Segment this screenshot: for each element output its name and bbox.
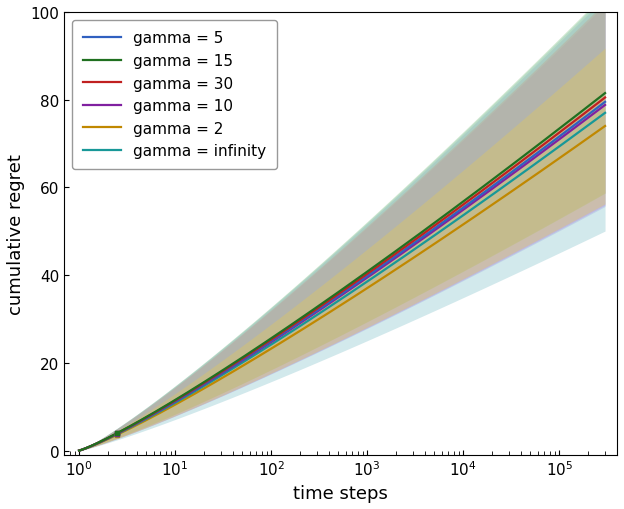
- Line: gamma = 2: gamma = 2: [79, 127, 605, 450]
- gamma = 15: [507, 164, 514, 170]
- gamma = 30: [328, 296, 336, 302]
- gamma = 30: [76, 447, 83, 454]
- gamma = 10: [588, 112, 596, 118]
- gamma = 30: [507, 167, 514, 174]
- gamma = 5: [588, 109, 596, 116]
- gamma = 2: [388, 269, 396, 275]
- gamma = infinity: [325, 304, 333, 310]
- gamma = 5: [507, 171, 514, 177]
- gamma = 10: [602, 103, 609, 109]
- gamma = 5: [602, 100, 609, 106]
- gamma = infinity: [507, 180, 514, 186]
- Line: gamma = infinity: gamma = infinity: [79, 114, 605, 450]
- gamma = infinity: [76, 447, 83, 454]
- gamma = 2: [76, 447, 83, 454]
- gamma = 15: [360, 272, 368, 278]
- gamma = 15: [328, 294, 336, 300]
- Line: gamma = 30: gamma = 30: [79, 98, 605, 450]
- gamma = infinity: [328, 302, 336, 308]
- gamma = 30: [325, 298, 333, 304]
- gamma = 2: [360, 288, 368, 294]
- gamma = 15: [76, 447, 83, 454]
- gamma = 2: [328, 308, 336, 314]
- gamma = infinity: [388, 262, 396, 268]
- gamma = 10: [388, 258, 396, 264]
- gamma = infinity: [588, 120, 596, 126]
- Line: gamma = 5: gamma = 5: [79, 103, 605, 450]
- Line: gamma = 10: gamma = 10: [79, 106, 605, 450]
- gamma = 15: [325, 296, 333, 302]
- gamma = infinity: [360, 281, 368, 288]
- gamma = 10: [76, 447, 83, 454]
- X-axis label: time steps: time steps: [293, 484, 388, 502]
- gamma = 10: [360, 277, 368, 284]
- gamma = 2: [325, 310, 333, 316]
- gamma = 2: [602, 124, 609, 130]
- Y-axis label: cumulative regret: cumulative regret: [7, 154, 25, 314]
- gamma = 10: [328, 299, 336, 305]
- gamma = 5: [325, 300, 333, 306]
- gamma = 5: [388, 256, 396, 262]
- gamma = 15: [588, 101, 596, 107]
- gamma = 10: [325, 301, 333, 307]
- Legend: gamma = 5, gamma = 15, gamma = 30, gamma = 10, gamma = 2, gamma = infinity: gamma = 5, gamma = 15, gamma = 30, gamma…: [72, 20, 277, 170]
- gamma = 30: [388, 253, 396, 260]
- gamma = 30: [360, 274, 368, 280]
- gamma = 2: [507, 190, 514, 196]
- gamma = 2: [588, 133, 596, 139]
- gamma = 5: [360, 276, 368, 282]
- gamma = 30: [588, 105, 596, 111]
- gamma = 15: [388, 251, 396, 257]
- Line: gamma = 15: gamma = 15: [79, 94, 605, 450]
- gamma = 5: [76, 447, 83, 454]
- gamma = 15: [602, 91, 609, 97]
- gamma = infinity: [602, 110, 609, 117]
- gamma = 10: [507, 173, 514, 179]
- gamma = 5: [328, 298, 336, 304]
- gamma = 30: [602, 95, 609, 101]
